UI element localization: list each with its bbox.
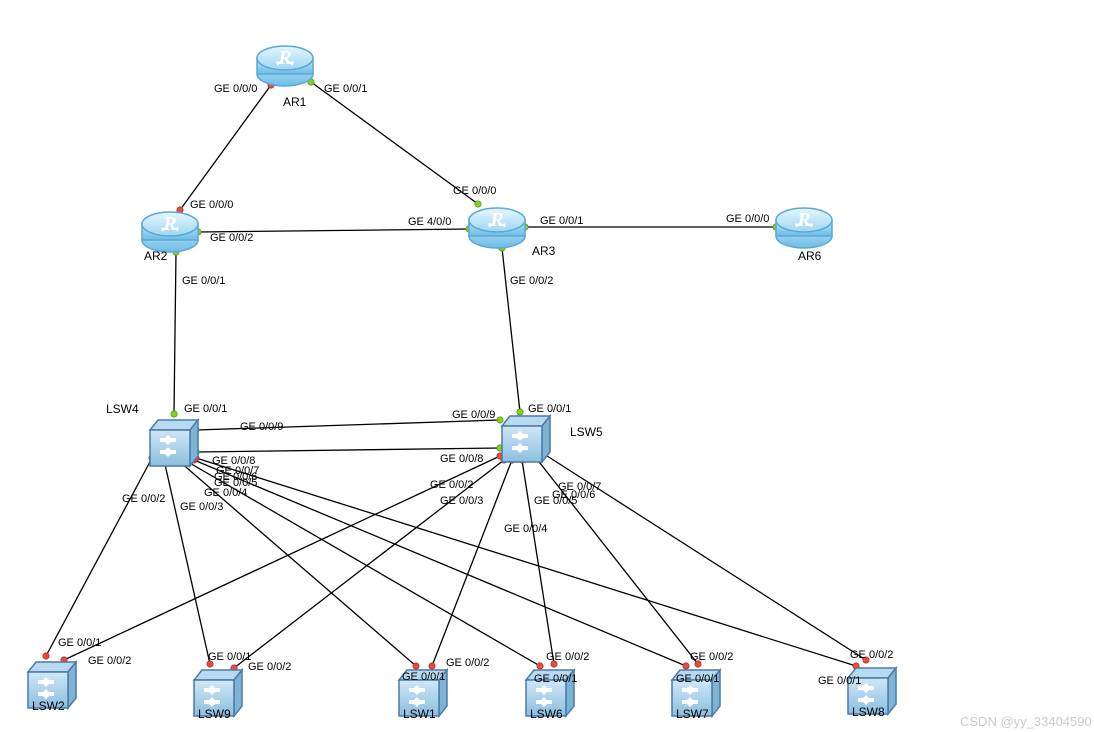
port-label: GE 0/0/0: [214, 83, 257, 95]
port-label: GE 0/0/1: [540, 215, 583, 227]
port-label: GE 0/0/1: [402, 671, 445, 683]
link: [234, 460, 504, 668]
port-label: GE 0/0/2: [430, 479, 473, 491]
device-label: AR3: [532, 244, 556, 258]
device-label: AR6: [798, 249, 822, 263]
port-status-dot: [517, 409, 523, 415]
svg-text:R: R: [489, 209, 503, 231]
port-label: GE 0/0/7: [558, 481, 601, 493]
port-label: GE 0/0/0: [726, 213, 769, 225]
port-label: GE 0/0/9: [240, 421, 283, 433]
link: [180, 85, 271, 210]
port-status-dot: [413, 663, 419, 669]
switch-icon[interactable]: [150, 420, 198, 466]
port-label: GE 0/0/2: [690, 651, 733, 663]
port-label: GE 0/0/1: [184, 403, 227, 415]
port-label: GE 0/0/0: [190, 199, 233, 211]
port-label: GE 0/0/1: [818, 675, 861, 687]
port-label: GE 0/0/0: [453, 185, 496, 197]
port-label: GE 0/0/4: [504, 523, 547, 535]
switch-icon[interactable]: [502, 416, 550, 462]
port-label: GE 0/0/2: [510, 275, 553, 287]
device-label: LSW4: [106, 402, 139, 416]
router-icon[interactable]: R: [776, 208, 832, 248]
port-label: GE 0/0/8: [440, 453, 483, 465]
port-label: GE 0/0/3: [180, 501, 223, 513]
watermark: CSDN @yy_33404590: [960, 714, 1092, 729]
port-label: GE 4/0/0: [408, 216, 451, 228]
port-label: GE 0/0/1: [182, 275, 225, 287]
svg-text:R: R: [162, 213, 176, 235]
link: [502, 248, 520, 412]
port-status-dot: [683, 663, 689, 669]
device-label: LSW5: [570, 425, 603, 439]
device-label: LSW1: [403, 707, 436, 721]
port-status-dot: [43, 653, 49, 659]
port-label: GE 0/0/2: [122, 493, 165, 505]
svg-text:R: R: [277, 47, 291, 69]
device-label: AR1: [283, 95, 307, 109]
port-label: GE 0/0/2: [210, 232, 253, 244]
port-label: GE 0/0/1: [534, 673, 577, 685]
device-label: AR2: [144, 249, 168, 263]
svg-text:R: R: [796, 209, 810, 231]
router-icon[interactable]: R: [142, 212, 198, 252]
port-status-dot: [429, 663, 435, 669]
port-status-dot: [171, 411, 177, 417]
device-label: LSW9: [198, 707, 231, 721]
port-label: GE 0/0/2: [446, 657, 489, 669]
port-label: GE 0/0/2: [546, 651, 589, 663]
port-label: GE 0/0/1: [58, 637, 101, 649]
port-label: GE 0/0/2: [88, 655, 131, 667]
port-label: GE 0/0/3: [440, 495, 483, 507]
port-label: GE 0/0/1: [324, 83, 367, 95]
device-label: LSW7: [676, 707, 709, 721]
device-label: LSW8: [852, 705, 885, 719]
device-label: LSW6: [530, 707, 563, 721]
port-status-dot: [497, 417, 503, 423]
link: [174, 252, 176, 414]
router-icon[interactable]: R: [257, 46, 313, 86]
link: [196, 448, 500, 452]
port-label: GE 0/0/1: [528, 403, 571, 415]
port-label: GE 0/0/1: [676, 673, 719, 685]
port-label: GE 0/0/1: [208, 651, 251, 663]
port-label: GE 0/0/9: [452, 409, 495, 421]
port-status-dot: [537, 663, 543, 669]
port-label: GE 0/0/2: [248, 661, 291, 673]
port-status-dot: [475, 201, 481, 207]
router-icon[interactable]: R: [469, 208, 525, 248]
network-canvas: R R R R GE 0/0/0 GE 0/0/0 GE 0/0/1 GE 0/0/0 GE …: [0, 0, 1094, 732]
port-label: GE 0/0/2: [850, 649, 893, 661]
device-label: LSW2: [32, 699, 65, 713]
port-label: GE 0/0/7: [216, 465, 259, 477]
